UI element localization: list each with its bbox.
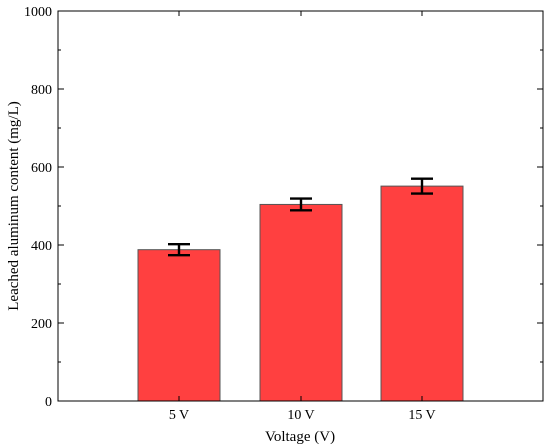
y-axis-title: Leached aluminum content (mg/L) [6,101,22,311]
bars-layer [137,185,464,402]
x-axis-title: Voltage (V) [265,429,335,445]
y-axis: 0 200 400 600 800 1000 [24,5,543,410]
y-tick-label: 200 [31,317,52,332]
error-bar-2 [290,197,312,212]
x-tick-label: 10 V [287,408,314,423]
error-bar-3 [411,177,433,195]
y-tick-label: 0 [45,395,52,410]
x-tick-label: 15 V [408,408,435,423]
y-tick-label: 600 [31,161,52,176]
y-tick-label: 1000 [24,5,52,20]
bar-2 [259,203,343,402]
bar-3 [380,185,464,402]
error-bars-layer [168,177,433,257]
bar-1 [137,249,221,402]
error-bar-1 [168,243,190,257]
y-tick-label: 400 [31,239,52,254]
y-tick-label: 800 [31,83,52,98]
x-axis: 5 V 10 V 15 V [169,11,436,423]
x-tick-label: 5 V [169,408,189,423]
